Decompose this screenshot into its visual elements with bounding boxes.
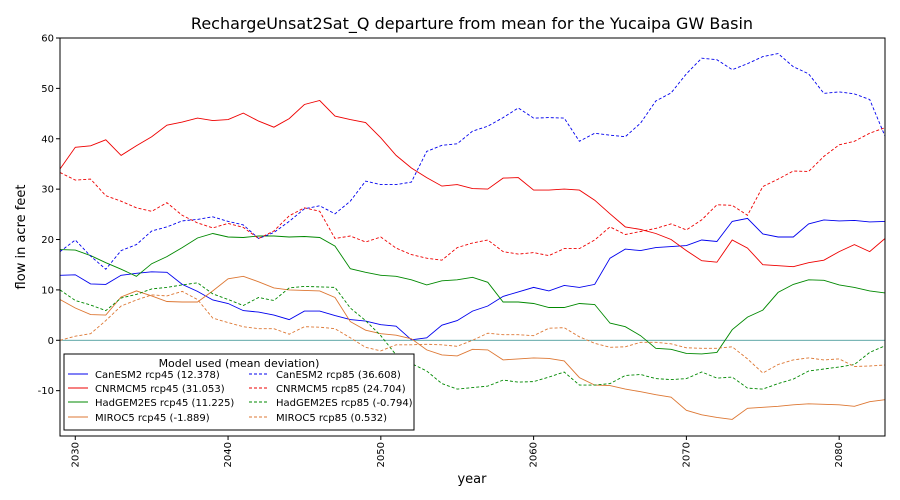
y-tick-label: 0	[48, 336, 54, 347]
chart-title: RechargeUnsat2Sat_Q departure from mean …	[191, 14, 753, 34]
series-line-0	[59, 217, 886, 341]
legend-label: MIROC5 rcp45 (-1.889)	[95, 413, 210, 424]
plot-area	[59, 53, 886, 420]
series-line-3	[59, 275, 886, 420]
x-axis-title: year	[457, 472, 487, 487]
x-tick-label: 2050	[376, 442, 387, 467]
legend-entries: CanESM2 rcp45 (12.378) CNRMCM5 rcp45 (31.…	[68, 370, 413, 424]
y-tick-label: 10	[41, 285, 54, 296]
legend-label: CNRMCM5 rcp45 (31.053)	[95, 384, 225, 395]
y-tick-label: 60	[41, 34, 54, 45]
x-tick-label: 2060	[529, 442, 540, 467]
series-line-6	[59, 282, 886, 390]
x-tick-label: 2070	[681, 442, 692, 467]
series-line-7	[59, 290, 886, 374]
y-tick-label: 20	[41, 235, 54, 246]
y-tick-label: 50	[41, 84, 54, 95]
legend-box	[63, 353, 415, 431]
x-tick-label: 2040	[223, 442, 234, 467]
legend-label: MIROC5 rcp85 (0.532)	[276, 413, 387, 424]
legend-label: HadGEM2ES rcp85 (-0.794)	[276, 398, 413, 409]
y-axis-title: flow in acre feet	[14, 185, 29, 290]
y-tick-label: -10	[38, 386, 54, 397]
legend-label: CNRMCM5 rcp85 (24.704)	[276, 384, 406, 395]
x-tick-label: 2080	[834, 442, 845, 467]
legend-title: Model used (mean deviation)	[159, 357, 320, 370]
series-line-2	[59, 233, 886, 355]
legend-label: CanESM2 rcp85 (36.608)	[276, 370, 401, 381]
y-tick-label: 30	[41, 185, 54, 196]
series-line-1	[59, 99, 886, 268]
series-line-5	[59, 127, 886, 261]
y-tick-label: 40	[41, 134, 54, 145]
legend-label: CanESM2 rcp45 (12.378)	[95, 370, 220, 381]
legend-label: HadGEM2ES rcp45 (11.225)	[95, 398, 234, 409]
legend: Model used (mean deviation) CanESM2 rcp4…	[63, 353, 415, 431]
x-tick-label: 2030	[70, 442, 81, 467]
plot-frame	[59, 37, 886, 437]
series-line-4	[59, 53, 886, 270]
